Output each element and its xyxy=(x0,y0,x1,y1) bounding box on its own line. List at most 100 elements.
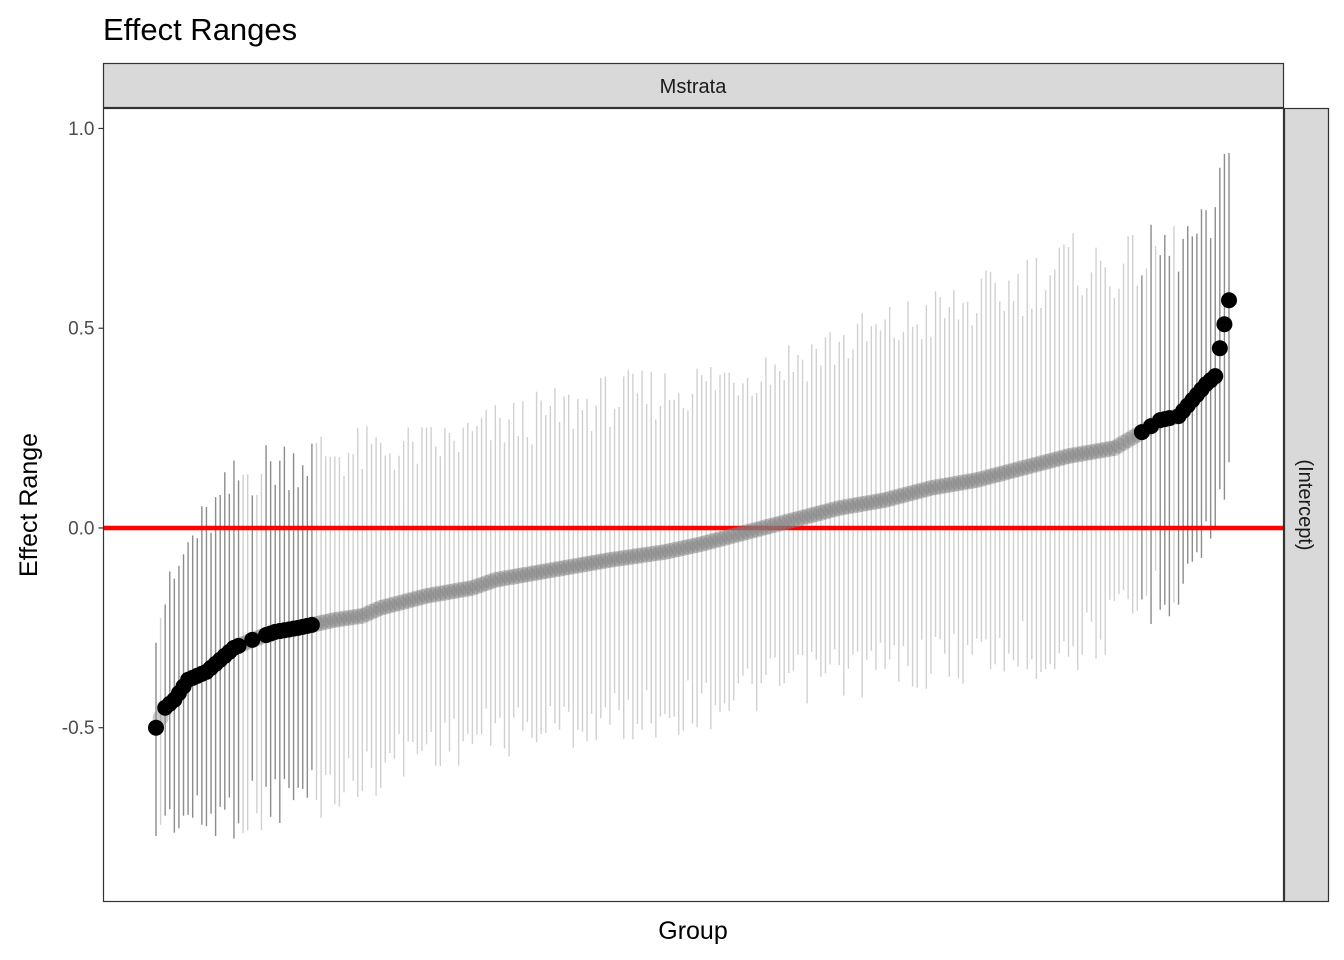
effect-point xyxy=(1042,452,1059,469)
effect-point xyxy=(1074,445,1091,462)
effect-point xyxy=(817,503,834,520)
effect-point xyxy=(533,563,550,580)
effect-point xyxy=(556,559,573,576)
effect-point xyxy=(601,551,618,568)
effect-point xyxy=(900,486,917,503)
effect-point xyxy=(1028,456,1045,473)
effect-point xyxy=(867,493,884,510)
effect-point xyxy=(734,525,751,542)
effect-point xyxy=(597,552,614,569)
effect-point xyxy=(358,605,375,622)
effect-point xyxy=(698,534,715,551)
effect-point xyxy=(349,608,366,625)
effect-point xyxy=(583,555,600,572)
plot-marks xyxy=(103,153,1284,839)
effect-point xyxy=(656,543,673,560)
effect-point xyxy=(363,603,380,620)
effect-point xyxy=(446,583,463,600)
effect-point xyxy=(1120,432,1137,449)
x-axis-title: Group xyxy=(658,917,727,945)
effect-point xyxy=(643,545,660,562)
effect-point xyxy=(372,599,389,616)
effect-point xyxy=(959,473,976,490)
effect-point xyxy=(721,528,738,545)
effect-point xyxy=(427,586,444,603)
effect-point xyxy=(317,613,334,630)
effect-point xyxy=(904,484,921,501)
y-tick-label: 1.0 xyxy=(68,119,94,140)
effect-point xyxy=(689,536,706,553)
effect-point xyxy=(918,481,935,498)
effect-point xyxy=(1010,461,1027,478)
effect-point xyxy=(913,482,930,499)
effect-point xyxy=(702,533,719,550)
effect-point xyxy=(441,583,458,600)
effect-point xyxy=(973,470,990,487)
effect-point xyxy=(996,464,1013,481)
effect-point xyxy=(936,477,953,494)
effect-point xyxy=(684,537,701,554)
effect-point xyxy=(1097,441,1114,458)
effect-point xyxy=(968,472,985,489)
effect-point xyxy=(336,610,353,627)
effect-point xyxy=(831,499,848,516)
effect-point xyxy=(569,557,586,574)
effect-point xyxy=(1055,449,1072,466)
effect-point xyxy=(551,560,568,577)
effect-point xyxy=(345,609,362,626)
effect-point xyxy=(826,501,843,518)
effect-point xyxy=(491,571,508,588)
effect-point xyxy=(849,496,866,513)
effect-point xyxy=(716,529,733,546)
effect-point xyxy=(574,556,591,573)
effect-point xyxy=(987,467,1004,484)
effect-point xyxy=(560,559,577,576)
effect-point xyxy=(835,499,852,516)
effect-point xyxy=(803,507,820,524)
effect-point xyxy=(725,527,742,544)
effect-point xyxy=(528,564,545,581)
effect-point xyxy=(753,520,770,537)
effect-point xyxy=(473,576,490,593)
effect-point xyxy=(675,539,692,556)
effect-point xyxy=(400,592,417,609)
effect-point xyxy=(404,591,421,608)
effect-point xyxy=(1078,444,1095,461)
effect-point xyxy=(455,581,472,598)
effect-point xyxy=(395,593,412,610)
effect-point xyxy=(679,538,696,555)
effect-point xyxy=(331,611,348,628)
effect-point-significant xyxy=(230,637,247,654)
effect-point xyxy=(615,549,632,566)
effect-point xyxy=(890,488,907,505)
effect-point-significant xyxy=(1211,340,1228,357)
effect-point xyxy=(1000,463,1017,480)
plot-panel-border xyxy=(102,107,1285,903)
effect-point xyxy=(537,563,554,580)
effect-point xyxy=(739,523,756,540)
effect-point xyxy=(822,502,839,519)
effect-point xyxy=(780,513,797,530)
effect-point xyxy=(707,532,724,549)
effect-point xyxy=(1032,455,1049,472)
effect-point xyxy=(326,611,343,628)
effect-point xyxy=(354,607,371,624)
effect-point xyxy=(964,472,981,489)
effect-point xyxy=(666,541,683,558)
effect-point xyxy=(340,609,357,626)
effect-point xyxy=(1051,450,1068,467)
effect-point xyxy=(767,516,784,533)
effect-point xyxy=(459,580,476,597)
effect-point xyxy=(762,517,779,534)
effect-point xyxy=(757,519,774,536)
effect-point xyxy=(436,584,453,601)
effect-point xyxy=(624,548,641,565)
effect-point xyxy=(863,494,880,511)
effect-point xyxy=(496,570,513,587)
y-tick-label: -0.5 xyxy=(62,718,95,739)
effect-point xyxy=(482,573,499,590)
effect-point-significant xyxy=(244,631,261,648)
effect-point xyxy=(579,555,596,572)
effect-point xyxy=(927,479,944,496)
